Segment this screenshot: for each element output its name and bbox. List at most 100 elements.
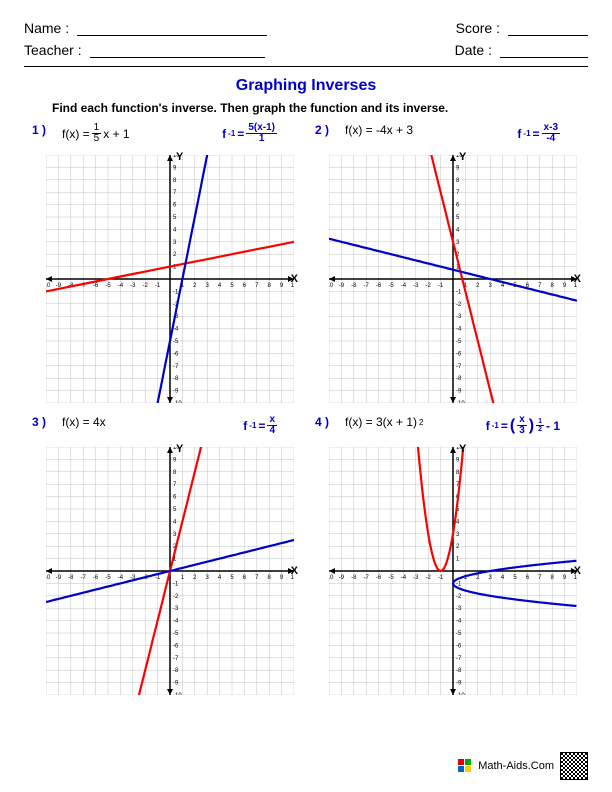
svg-text:-4: -4 — [118, 575, 124, 581]
svg-text:-5: -5 — [456, 339, 462, 345]
inv-f: f — [243, 419, 247, 433]
svg-text:-10: -10 — [46, 283, 51, 289]
svg-text:-3: -3 — [456, 314, 462, 320]
problem-1: 1 ) f(x) = 15x + 1 f -1 = 5(x-1)1 Y X -1… — [32, 123, 297, 403]
problem-number: 1 ) — [32, 123, 52, 137]
teacher-blank — [90, 42, 265, 58]
svg-text:-2: -2 — [426, 283, 432, 289]
y-axis-label: Y — [176, 443, 183, 455]
name-label: Name : — [24, 20, 69, 36]
site-icon — [458, 759, 472, 773]
svg-text:-7: -7 — [173, 364, 179, 370]
svg-text:-5: -5 — [388, 283, 394, 289]
inverse-label: f -1 = x-3-4 — [517, 123, 560, 144]
inv-outer-exp: 12 — [536, 418, 544, 433]
instructions: Find each function's inverse. Then graph… — [52, 101, 588, 115]
graph-svg: -10-9-8-7-6-5-4-3-2-112345678910-10-9-8-… — [46, 447, 294, 695]
problem-header: 2 ) f(x) = -4x + 3 f -1 = x-3-4 — [315, 123, 580, 153]
inv-exp: -1 — [228, 129, 235, 138]
divider — [24, 66, 588, 67]
svg-text:-10: -10 — [173, 693, 182, 695]
fx-text: f(x) = 4x — [62, 415, 106, 429]
svg-text:-9: -9 — [339, 283, 345, 289]
svg-text:-9: -9 — [456, 681, 462, 687]
problems-grid: 1 ) f(x) = 15x + 1 f -1 = 5(x-1)1 Y X -1… — [24, 123, 588, 695]
svg-text:-7: -7 — [456, 656, 462, 662]
graph-wrap: Y X -10-9-8-7-6-5-4-3-2-112345678910-10-… — [329, 155, 577, 403]
svg-text:-9: -9 — [339, 575, 345, 581]
svg-text:-10: -10 — [456, 401, 465, 403]
svg-text:-9: -9 — [173, 681, 179, 687]
problem-number: 4 ) — [315, 415, 335, 429]
svg-text:-7: -7 — [173, 656, 179, 662]
svg-text:-3: -3 — [173, 606, 179, 612]
fx-fraction: 15 — [92, 123, 102, 144]
svg-text:-8: -8 — [173, 668, 179, 674]
svg-text:-10: -10 — [173, 401, 182, 403]
svg-text:-1: -1 — [438, 283, 444, 289]
fx-text: f(x) = — [62, 127, 90, 141]
problem-3: 3 ) f(x) = 4x f -1 = x4 Y X -10-9-8-7-6-… — [32, 415, 297, 695]
svg-text:-8: -8 — [351, 575, 357, 581]
fx-label: f(x) = 4x — [62, 415, 106, 429]
svg-text:-1: -1 — [155, 283, 161, 289]
score-label: Score : — [456, 20, 500, 36]
svg-text:-9: -9 — [456, 389, 462, 395]
fx-label: f(x) = 3(x + 1)2 — [345, 415, 423, 429]
x-axis-label: X — [574, 273, 581, 285]
svg-text:-10: -10 — [329, 575, 334, 581]
y-axis-label: Y — [176, 151, 183, 163]
svg-text:-8: -8 — [351, 283, 357, 289]
inv-paren-close: ) — [529, 417, 534, 435]
svg-text:-8: -8 — [173, 376, 179, 382]
svg-text:-5: -5 — [105, 283, 111, 289]
date-blank — [500, 42, 588, 58]
date-field: Date : — [455, 42, 588, 58]
fx-text: f(x) = 3(x + 1) — [345, 415, 417, 429]
name-field: Name : — [24, 20, 267, 36]
inv-f: f — [486, 419, 490, 433]
y-axis-label: Y — [459, 443, 466, 455]
svg-text:-8: -8 — [456, 376, 462, 382]
svg-text:-9: -9 — [173, 389, 179, 395]
svg-text:-5: -5 — [388, 575, 394, 581]
svg-text:-6: -6 — [93, 575, 99, 581]
inv-eq: = — [258, 419, 265, 433]
svg-text:-4: -4 — [173, 327, 179, 333]
svg-text:-3: -3 — [130, 283, 136, 289]
inv-fraction: x3 — [517, 415, 527, 436]
svg-text:-3: -3 — [456, 606, 462, 612]
svg-text:-3: -3 — [413, 575, 419, 581]
inverse-label: f -1 = x4 — [243, 415, 277, 436]
svg-text:-10: -10 — [329, 283, 334, 289]
inv-paren-open: ( — [510, 417, 515, 435]
score-field: Score : — [456, 20, 588, 36]
date-label: Date : — [455, 42, 492, 58]
svg-text:-4: -4 — [401, 575, 407, 581]
svg-text:-2: -2 — [143, 283, 149, 289]
inv-exp: -1 — [523, 129, 530, 138]
inv-eq: = — [533, 127, 540, 141]
x-axis-label: X — [574, 565, 581, 577]
teacher-label: Teacher : — [24, 42, 82, 58]
inv-fraction: x4 — [267, 415, 277, 436]
svg-text:-1: -1 — [173, 289, 179, 295]
svg-text:-6: -6 — [173, 643, 179, 649]
problem-number: 2 ) — [315, 123, 335, 137]
teacher-field: Teacher : — [24, 42, 265, 58]
svg-text:-10: -10 — [46, 575, 51, 581]
inv-fraction: x-3-4 — [542, 123, 560, 144]
svg-text:-6: -6 — [376, 283, 382, 289]
svg-text:-1: -1 — [173, 581, 179, 587]
graph-wrap: Y X -10-9-8-7-6-5-4-3-2-112345678910-10-… — [46, 447, 294, 695]
fx-label: f(x) = 15x + 1 — [62, 123, 130, 144]
svg-text:-1: -1 — [155, 575, 161, 581]
site-name: Math-Aids.Com — [478, 760, 554, 772]
inv-eq: = — [237, 127, 244, 141]
svg-text:-3: -3 — [413, 283, 419, 289]
inv-f: f — [222, 127, 226, 141]
svg-text:-4: -4 — [173, 619, 179, 625]
inv-exp: -1 — [492, 421, 499, 430]
svg-text:-7: -7 — [364, 575, 370, 581]
graph-svg: -10-9-8-7-6-5-4-3-2-112345678910-10-9-8-… — [46, 155, 294, 403]
